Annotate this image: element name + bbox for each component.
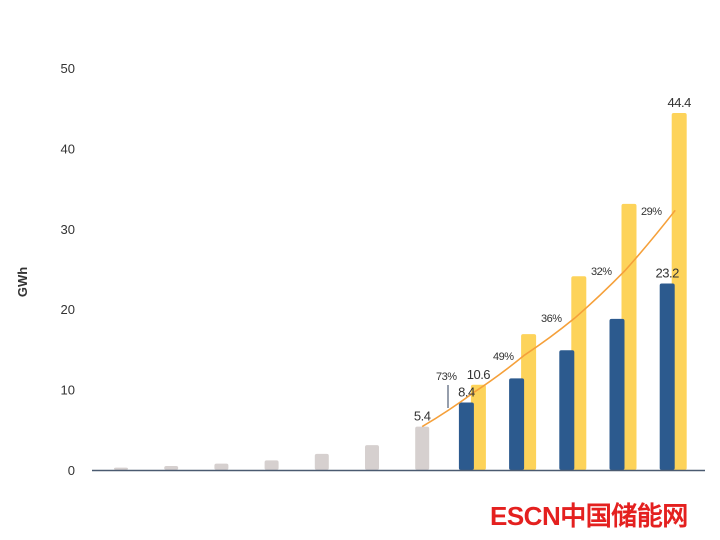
bar xyxy=(415,426,430,470)
bar xyxy=(470,384,486,470)
y-axis-label: GWh xyxy=(15,267,30,297)
y-tick-label: 10 xyxy=(61,383,75,398)
bar xyxy=(509,378,525,470)
bar xyxy=(314,453,329,470)
data-label: 44.4 xyxy=(668,95,692,110)
bar xyxy=(671,113,687,471)
bar xyxy=(559,350,575,470)
data-label: 8.4 xyxy=(458,384,475,399)
growth-label: 36% xyxy=(541,313,562,325)
bar xyxy=(609,318,625,470)
bar xyxy=(458,402,474,470)
bar xyxy=(521,334,537,470)
growth-label: 49% xyxy=(493,351,514,363)
bar xyxy=(365,445,379,470)
bar xyxy=(214,463,229,470)
data-label: 5.4 xyxy=(414,409,431,424)
growth-label: 32% xyxy=(591,266,612,278)
escn-logo: ESCN中国储能网 xyxy=(490,501,688,531)
bar xyxy=(264,460,279,470)
growth-label: 73% xyxy=(436,371,457,383)
bar xyxy=(659,283,675,470)
growth-label: 29% xyxy=(641,206,662,218)
y-tick-label: 0 xyxy=(68,463,75,478)
y-tick-label: 50 xyxy=(61,61,75,76)
data-label: 23.2 xyxy=(656,265,680,280)
bar xyxy=(114,467,128,470)
data-label: 10.6 xyxy=(467,367,491,382)
y-tick-label: 20 xyxy=(61,302,75,317)
bar xyxy=(571,276,587,470)
bar xyxy=(164,465,179,470)
y-tick-label: 30 xyxy=(61,222,75,237)
trend-line xyxy=(421,209,676,428)
y-tick-label: 40 xyxy=(61,141,75,156)
